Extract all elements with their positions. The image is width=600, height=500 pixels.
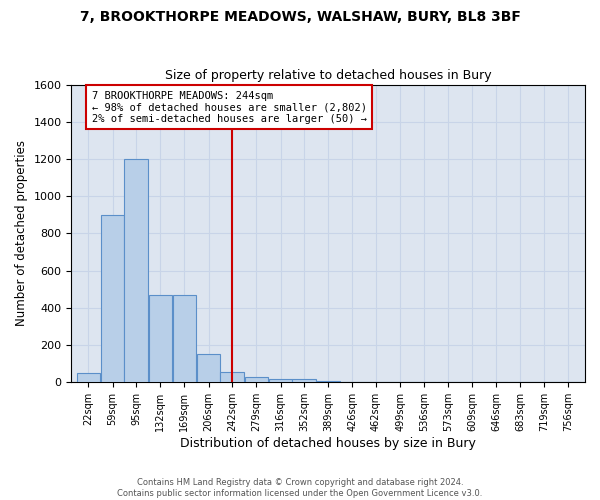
Bar bbox=[197, 354, 220, 382]
Bar bbox=[77, 373, 100, 382]
X-axis label: Distribution of detached houses by size in Bury: Distribution of detached houses by size … bbox=[180, 437, 476, 450]
Text: 7 BROOKTHORPE MEADOWS: 244sqm
← 98% of detached houses are smaller (2,802)
2% of: 7 BROOKTHORPE MEADOWS: 244sqm ← 98% of d… bbox=[92, 90, 367, 124]
Bar bbox=[220, 372, 244, 382]
Bar bbox=[101, 215, 124, 382]
Bar bbox=[292, 378, 316, 382]
Text: 7, BROOKTHORPE MEADOWS, WALSHAW, BURY, BL8 3BF: 7, BROOKTHORPE MEADOWS, WALSHAW, BURY, B… bbox=[80, 10, 520, 24]
Bar bbox=[245, 377, 268, 382]
Bar bbox=[149, 295, 172, 382]
Bar bbox=[269, 378, 292, 382]
Y-axis label: Number of detached properties: Number of detached properties bbox=[15, 140, 28, 326]
Text: Contains HM Land Registry data © Crown copyright and database right 2024.
Contai: Contains HM Land Registry data © Crown c… bbox=[118, 478, 482, 498]
Title: Size of property relative to detached houses in Bury: Size of property relative to detached ho… bbox=[165, 69, 491, 82]
Bar bbox=[124, 159, 148, 382]
Bar bbox=[173, 295, 196, 382]
